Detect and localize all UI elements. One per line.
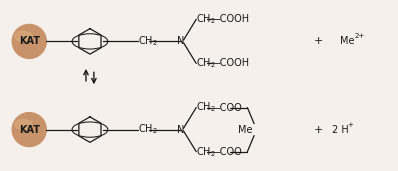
Text: CH$_2$: CH$_2$ xyxy=(196,12,216,26)
Text: 2 H: 2 H xyxy=(332,125,349,135)
Text: Me: Me xyxy=(238,125,253,135)
Text: CH$_2$: CH$_2$ xyxy=(196,57,216,70)
Text: —COO: —COO xyxy=(211,147,242,157)
Ellipse shape xyxy=(15,31,32,41)
Text: +: + xyxy=(313,125,323,135)
Text: +: + xyxy=(313,36,323,46)
Text: —COO: —COO xyxy=(211,103,242,113)
Ellipse shape xyxy=(12,113,46,147)
Text: 2+: 2+ xyxy=(355,33,365,39)
Text: N: N xyxy=(178,36,185,46)
Text: —COOH: —COOH xyxy=(211,58,250,68)
Text: —COOH: —COOH xyxy=(211,14,250,24)
Text: KAT: KAT xyxy=(19,36,40,46)
Text: +: + xyxy=(347,122,353,128)
Ellipse shape xyxy=(15,119,32,130)
Text: CH$_2$: CH$_2$ xyxy=(196,101,216,114)
Text: Me: Me xyxy=(340,36,354,46)
Text: CH$_2$: CH$_2$ xyxy=(138,35,157,48)
Text: N: N xyxy=(178,125,185,135)
Ellipse shape xyxy=(12,24,46,58)
Text: CH$_2$: CH$_2$ xyxy=(138,123,157,136)
Text: CH$_2$: CH$_2$ xyxy=(196,145,216,159)
Text: KAT: KAT xyxy=(19,125,40,135)
